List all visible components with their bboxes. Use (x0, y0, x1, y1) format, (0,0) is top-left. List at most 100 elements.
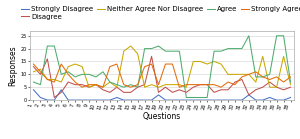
Disagree (66, 81, 70, 83)
Strongly Disagree (206, 99, 209, 101)
Disagree (136, 86, 140, 88)
Neither Agree Nor Disagree (191, 61, 195, 62)
Strongly Disagree (46, 99, 49, 101)
Strongly Disagree (275, 99, 278, 101)
Disagree (178, 89, 181, 91)
Agree (143, 48, 146, 49)
Neither Agree Nor Disagree (52, 79, 56, 80)
Neither Agree Nor Disagree (66, 66, 70, 67)
Strongly Disagree (136, 99, 140, 101)
Neither Agree Nor Disagree (219, 63, 223, 65)
Disagree (233, 81, 237, 83)
Agree (240, 48, 244, 49)
Y-axis label: Responses: Responses (8, 45, 17, 86)
Strongly Disagree (240, 99, 244, 101)
Neither Agree Nor Disagree (115, 86, 119, 88)
Neither Agree Nor Disagree (46, 79, 49, 80)
Neither Agree Nor Disagree (87, 86, 91, 88)
Agree (289, 81, 292, 83)
Neither Agree Nor Disagree (240, 74, 244, 75)
Disagree (115, 86, 119, 88)
Disagree (101, 89, 105, 91)
Neither Agree Nor Disagree (198, 61, 202, 62)
Disagree (143, 84, 146, 85)
Disagree (254, 89, 258, 91)
Agree (32, 81, 35, 83)
Strongly Disagree (66, 99, 70, 101)
Strongly Disagree (157, 94, 160, 96)
Agree (157, 45, 160, 47)
Neither Agree Nor Disagree (157, 86, 160, 88)
Strongly Disagree (108, 99, 112, 101)
Agree (191, 97, 195, 98)
Line: Strongly Agree: Strongly Agree (34, 64, 290, 87)
Strongly Agree (129, 86, 133, 88)
Neither Agree Nor Disagree (150, 84, 153, 85)
Strongly Disagree (261, 99, 265, 101)
Agree (171, 50, 174, 52)
Agree (101, 71, 105, 73)
Disagree (59, 91, 63, 93)
Strongly Disagree (164, 99, 167, 101)
Strongly Agree (66, 74, 70, 75)
Strongly Agree (247, 74, 250, 75)
Line: Agree: Agree (34, 36, 290, 97)
X-axis label: Questions: Questions (143, 112, 181, 121)
Strongly Agree (289, 76, 292, 78)
Agree (87, 74, 91, 75)
Agree (198, 97, 202, 98)
Disagree (226, 89, 230, 91)
Agree (206, 97, 209, 98)
Neither Agree Nor Disagree (212, 61, 216, 62)
Neither Agree Nor Disagree (226, 74, 230, 75)
Disagree (247, 94, 250, 96)
Disagree (80, 84, 84, 85)
Neither Agree Nor Disagree (94, 84, 98, 85)
Neither Agree Nor Disagree (178, 84, 181, 85)
Agree (108, 81, 112, 83)
Disagree (219, 89, 223, 91)
Agree (164, 50, 167, 52)
Agree (212, 50, 216, 52)
Strongly Disagree (282, 99, 285, 101)
Strongly Agree (46, 79, 49, 80)
Strongly Agree (115, 63, 119, 65)
Strongly Agree (157, 84, 160, 85)
Strongly Agree (226, 81, 230, 83)
Strongly Disagree (191, 99, 195, 101)
Neither Agree Nor Disagree (247, 74, 250, 75)
Neither Agree Nor Disagree (184, 86, 188, 88)
Disagree (212, 91, 216, 93)
Strongly Disagree (122, 99, 126, 101)
Strongly Disagree (178, 99, 181, 101)
Agree (136, 86, 140, 88)
Neither Agree Nor Disagree (164, 84, 167, 85)
Neither Agree Nor Disagree (171, 84, 174, 85)
Strongly Agree (261, 76, 265, 78)
Disagree (157, 91, 160, 93)
Strongly Disagree (219, 99, 223, 101)
Disagree (150, 55, 153, 57)
Strongly Agree (171, 63, 174, 65)
Strongly Agree (268, 79, 272, 80)
Strongly Disagree (32, 89, 35, 91)
Strongly Disagree (115, 97, 119, 98)
Disagree (39, 74, 42, 75)
Neither Agree Nor Disagree (129, 45, 133, 47)
Agree (52, 45, 56, 47)
Agree (282, 35, 285, 37)
Agree (94, 76, 98, 78)
Agree (219, 50, 223, 52)
Strongly Disagree (59, 89, 63, 91)
Strongly Disagree (247, 94, 250, 96)
Strongly Agree (108, 66, 112, 67)
Neither Agree Nor Disagree (122, 50, 126, 52)
Strongly Disagree (143, 99, 146, 101)
Agree (178, 50, 181, 52)
Strongly Agree (59, 63, 63, 65)
Line: Neither Agree Nor Disagree: Neither Agree Nor Disagree (34, 46, 290, 87)
Disagree (261, 86, 265, 88)
Disagree (87, 86, 91, 88)
Disagree (108, 91, 112, 93)
Neither Agree Nor Disagree (282, 55, 285, 57)
